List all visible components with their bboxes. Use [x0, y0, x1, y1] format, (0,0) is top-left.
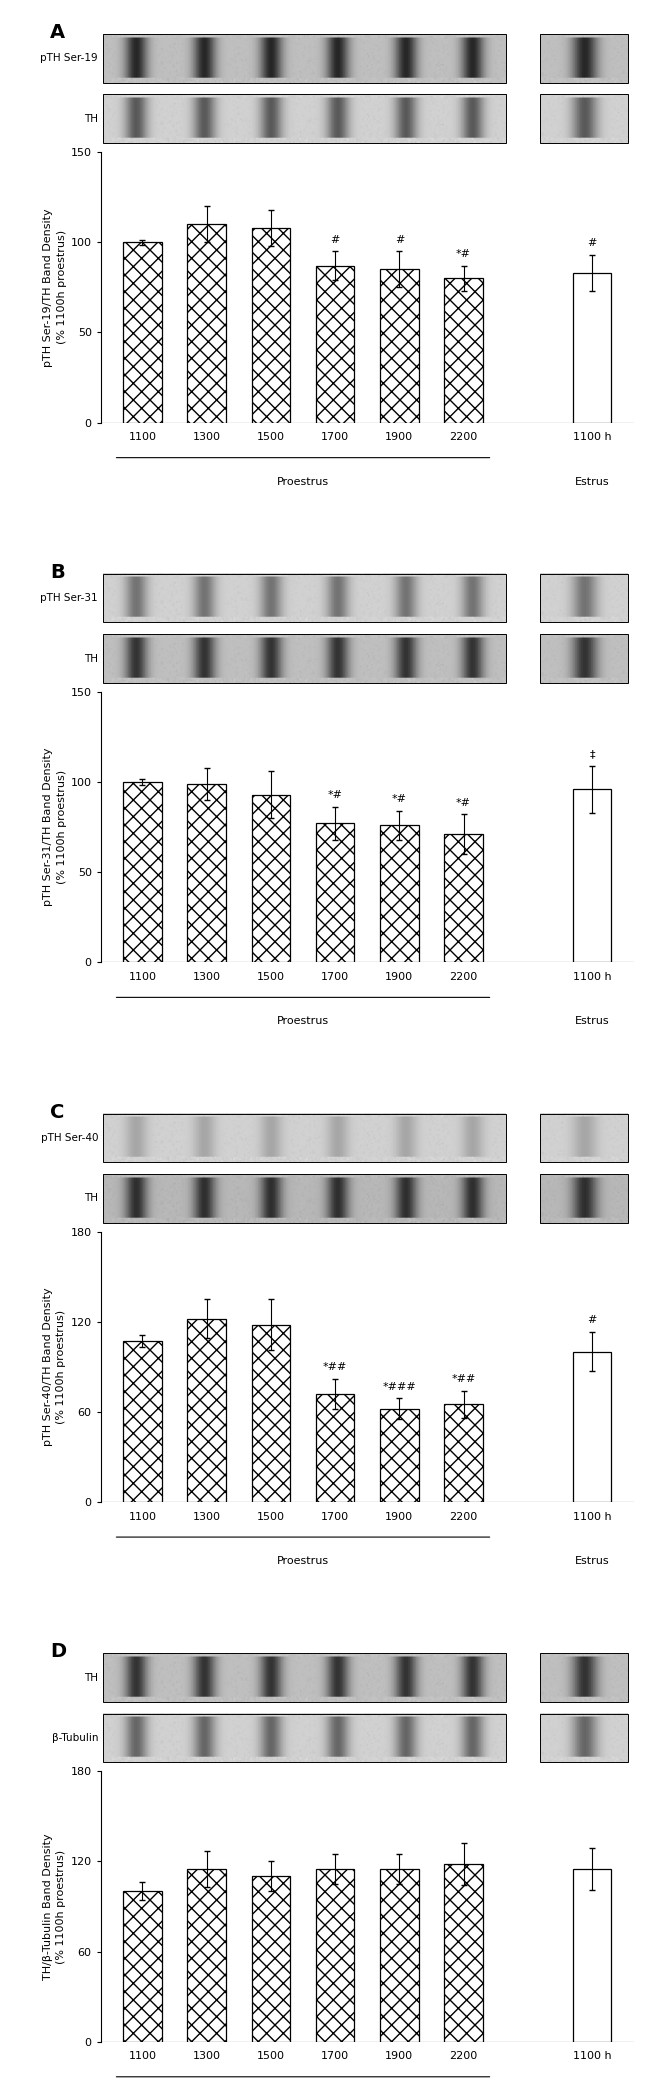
Text: *##: *## [451, 1374, 476, 1384]
Text: ‡: ‡ [590, 750, 595, 758]
Bar [103, 34, 506, 84]
Bar [124, 781, 162, 963]
Bar [540, 634, 629, 683]
Bar [103, 94, 506, 142]
Text: *#: *# [456, 249, 471, 260]
Text: #: # [395, 235, 404, 245]
Bar [445, 833, 483, 963]
Text: TH: TH [84, 1673, 98, 1684]
Bar [540, 1175, 629, 1223]
Text: TH: TH [84, 653, 98, 664]
Text: Estrus: Estrus [575, 477, 609, 486]
Bar [573, 1353, 611, 1501]
Text: #: # [330, 235, 340, 245]
Bar [540, 1114, 629, 1162]
Bar [445, 1405, 483, 1501]
Bar [187, 1319, 226, 1501]
Text: #: # [588, 239, 597, 247]
Text: Proestrus: Proestrus [277, 1016, 329, 1026]
Text: *#: *# [456, 798, 471, 808]
Text: Estrus: Estrus [575, 1016, 609, 1026]
Bar [445, 279, 483, 423]
Text: *##: *## [323, 1361, 347, 1372]
Y-axis label: TH/β-Tubulin Band Density
(% 1100h proestrus): TH/β-Tubulin Band Density (% 1100h proes… [44, 1832, 66, 1979]
Text: A: A [50, 23, 65, 42]
Text: *#: *# [328, 789, 343, 800]
Bar [380, 270, 419, 423]
Text: *#: *# [392, 794, 407, 804]
Bar [187, 783, 226, 963]
Text: C: C [50, 1104, 64, 1122]
Bar [540, 574, 629, 622]
Bar [540, 34, 629, 84]
Bar [573, 1870, 611, 2042]
Bar [252, 794, 290, 963]
Bar [380, 1409, 419, 1501]
Bar [540, 94, 629, 142]
Bar [103, 1713, 506, 1763]
Bar [187, 1870, 226, 2042]
Text: D: D [50, 1642, 66, 1661]
Text: Proestrus: Proestrus [277, 1556, 329, 1566]
Y-axis label: pTH Ser-40/TH Band Density
(% 1100h proestrus): pTH Ser-40/TH Band Density (% 1100h proe… [44, 1288, 66, 1447]
Text: pTH Ser-19: pTH Ser-19 [40, 54, 98, 63]
Bar [124, 1342, 162, 1501]
Bar [380, 825, 419, 963]
Bar [316, 266, 354, 423]
Bar [540, 1713, 629, 1763]
Bar [540, 1654, 629, 1702]
Bar [187, 224, 226, 423]
Bar [252, 1876, 290, 2042]
Text: β-Tubulin: β-Tubulin [51, 1734, 98, 1742]
Bar [124, 1891, 162, 2042]
Bar [573, 789, 611, 963]
Text: #: # [588, 1315, 597, 1326]
Text: TH: TH [84, 1194, 98, 1204]
Text: B: B [50, 563, 65, 582]
Bar [252, 1326, 290, 1501]
Bar [316, 1395, 354, 1501]
Y-axis label: pTH Ser-19/TH Band Density
(% 1100h proestrus): pTH Ser-19/TH Band Density (% 1100h proe… [44, 207, 66, 366]
Bar [316, 1870, 354, 2042]
Text: Estrus: Estrus [575, 1556, 609, 1566]
Bar [445, 1864, 483, 2042]
Text: *###: *### [382, 1382, 416, 1393]
Bar [103, 1114, 506, 1162]
Bar [252, 228, 290, 423]
Bar [573, 272, 611, 423]
Bar [380, 1870, 419, 2042]
Text: TH: TH [84, 113, 98, 124]
Bar [103, 574, 506, 622]
Text: pTH Ser-40: pTH Ser-40 [40, 1133, 98, 1143]
Text: pTH Ser-31: pTH Ser-31 [40, 593, 98, 603]
Y-axis label: pTH Ser-31/TH Band Density
(% 1100h proestrus): pTH Ser-31/TH Band Density (% 1100h proe… [44, 748, 66, 907]
Bar [103, 634, 506, 683]
Text: Proestrus: Proestrus [277, 477, 329, 486]
Bar [103, 1654, 506, 1702]
Bar [316, 823, 354, 963]
Bar [103, 1175, 506, 1223]
Bar [124, 243, 162, 423]
